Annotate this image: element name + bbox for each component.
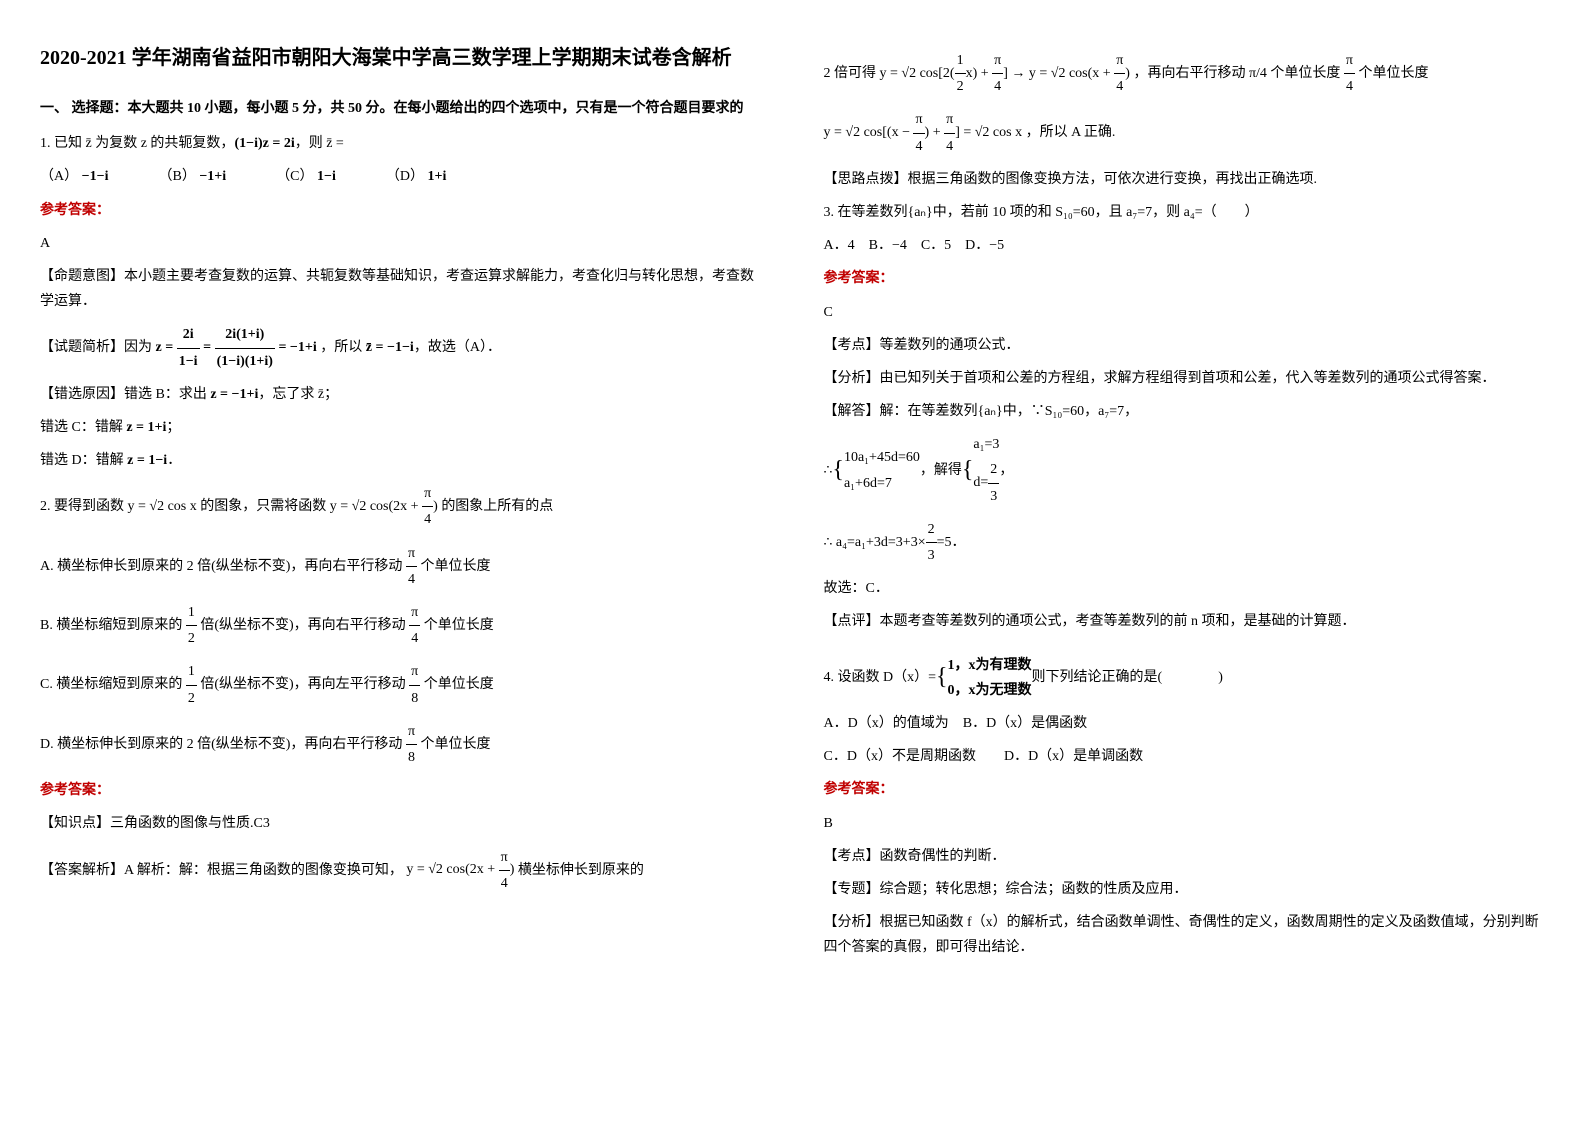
- q1-exp3c: 错选 D：错解 z = 1−i．: [40, 448, 764, 473]
- q1-exp3b: 错选 C：错解 z = 1+i；: [40, 415, 764, 440]
- q2-optA: A. 横坐标伸长到原来的 2 倍(纵坐标不变)，再向右平行移动 π4 个单位长度: [40, 541, 764, 592]
- q3-exp2: 【分析】由已知列关于首项和公差的方程组，求解方程组得到首项和公差，代入等差数列的…: [824, 366, 1548, 391]
- q1-answer-label: 参考答案：: [40, 198, 764, 223]
- q4-exp1: 【考点】函数奇偶性的判断．: [824, 844, 1548, 869]
- q4-prompt: 4. 设函数 D（x）= { 1，x为有理数 0，x为无理数 则下列结论正确的是…: [824, 653, 1548, 703]
- q3-answer: C: [824, 300, 1548, 325]
- q1-answer: A: [40, 231, 764, 256]
- q3-exp4: 故选：C．: [824, 576, 1548, 601]
- q2-optB: B. 横坐标缩短到原来的 12 倍(纵坐标不变)，再向右平行移动 π4 个单位长…: [40, 600, 764, 651]
- q2-optD: D. 横坐标伸长到原来的 2 倍(纵坐标不变)，再向右平行移动 π8 个单位长度: [40, 719, 764, 770]
- q4-answer: B: [824, 811, 1548, 836]
- q2-exp3: 2 倍可得 y = √2 cos[2(12x) + π4] → y = √2 c…: [824, 48, 1548, 99]
- q4-opts-row2: C．D（x）不是周期函数 D．D（x）是单调函数: [824, 744, 1548, 769]
- q3-exp1: 【考点】等差数列的通项公式．: [824, 333, 1548, 358]
- q3-system: ∴ { 10a₁+45d=60 a₁+6d=7 ，解得 { a₁=3 d=23 …: [824, 432, 1548, 509]
- section-header-1: 一、 选择题：本大题共 10 小题，每小题 5 分，共 50 分。在每小题给出的…: [40, 96, 764, 121]
- q2-exp1: 【知识点】三角函数的图像与性质.C3: [40, 811, 764, 836]
- right-column: 2 倍可得 y = √2 cos[2(12x) + π4] → y = √2 c…: [824, 40, 1548, 968]
- q3-options: A．4 B．−4 C．5 D．−5: [824, 233, 1548, 258]
- q4-answer-label: 参考答案：: [824, 777, 1548, 802]
- q4-exp2: 【专题】综合题；转化思想；综合法；函数的性质及应用．: [824, 877, 1548, 902]
- q1-options: （A） −1−i （B） −1+i （C） 1−i （D） 1+i: [40, 164, 764, 189]
- q3-exp5: 【点评】本题考查等差数列的通项公式，考查等差数列的前 n 项和，是基础的计算题．: [824, 609, 1548, 634]
- q4-exp3: 【分析】根据已知函数 f（x）的解析式，结合函数单调性、奇偶性的定义，函数周期性…: [824, 910, 1548, 960]
- q1-exp2: 【试题简析】因为 z = 2i1−i = 2i(1+i)(1−i)(1+i) =…: [40, 322, 764, 373]
- q2-prompt: 2. 要得到函数 y = √2 cos x 的图象，只需将函数 y = √2 c…: [40, 481, 764, 532]
- q1-exp1: 【命题意图】本小题主要考查复数的运算、共轭复数等基础知识，考查运算求解能力，考查…: [40, 264, 764, 314]
- q3-prompt: 3. 在等差数列{aₙ}中，若前 10 项的和 S₁₀=60，且 a₇=7，则 …: [824, 200, 1548, 225]
- q2-exp4: y = √2 cos[(x − π4) + π4] = √2 cos x ，所以…: [824, 107, 1548, 158]
- q4-opts-row1: A．D（x）的值域为 B．D（x）是偶函数: [824, 711, 1548, 736]
- left-column: 2020-2021 学年湖南省益阳市朝阳大海棠中学高三数学理上学期期末试卷含解析…: [40, 40, 764, 968]
- q3-result: ∴ a₄=a₁+3d=3+3×23=5．: [824, 517, 1548, 568]
- document-title: 2020-2021 学年湖南省益阳市朝阳大海棠中学高三数学理上学期期末试卷含解析: [40, 40, 764, 76]
- q3-answer-label: 参考答案：: [824, 266, 1548, 291]
- q2-answer-label: 参考答案：: [40, 778, 764, 803]
- q3-exp3-pre: 【解答】解：在等差数列{aₙ}中，∵S₁₀=60，a₇=7，: [824, 399, 1548, 424]
- q1-prompt: 1. 已知 z̄ 为复数 z 的共轭复数，(1−i)z = 2i，则 z̄ =: [40, 131, 764, 156]
- q2-exp5: 【思路点拨】根据三角函数的图像变换方法，可依次进行变换，再找出正确选项.: [824, 167, 1548, 192]
- q2-optC: C. 横坐标缩短到原来的 12 倍(纵坐标不变)，再向左平行移动 π8 个单位长…: [40, 659, 764, 710]
- q1-exp3a: 【错选原因】错选 B：求出 z = −1+i，忘了求 z̄；: [40, 382, 764, 407]
- q2-exp2: 【答案解析】A 解析：解：根据三角函数的图像变换可知， y = √2 cos(2…: [40, 845, 764, 896]
